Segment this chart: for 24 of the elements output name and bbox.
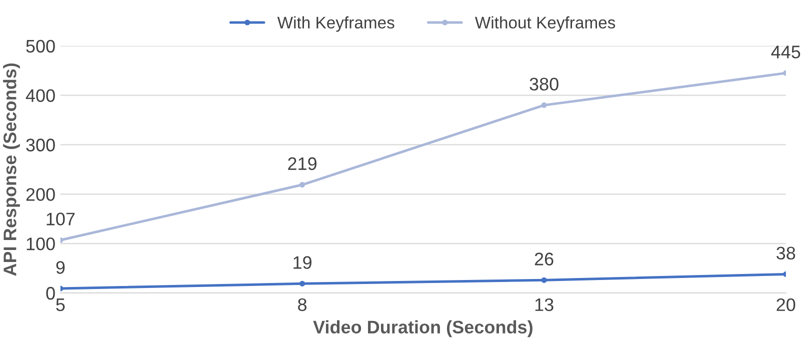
data-label: 38 xyxy=(776,246,796,260)
y-tick-label: 300 xyxy=(26,138,55,152)
y-tick-label: 100 xyxy=(26,238,55,250)
legend-label: With Keyframes xyxy=(277,16,394,32)
data-label: 380 xyxy=(530,78,558,91)
point xyxy=(541,102,547,108)
data-label: 107 xyxy=(46,212,75,226)
y-tick-label: 200 xyxy=(26,188,55,201)
x-tick-label: 20 xyxy=(776,298,796,312)
x-tick-label: 13 xyxy=(535,298,554,312)
point xyxy=(541,277,547,283)
x-axis-title: Video Duration (Seconds) xyxy=(313,320,532,338)
data-label: 19 xyxy=(294,256,312,269)
y-axis-title: API Response (Seconds) xyxy=(3,63,20,276)
data-label: 26 xyxy=(534,252,554,266)
x-tick-label: 5 xyxy=(56,298,65,312)
x-tick-label: 8 xyxy=(298,298,306,312)
data-label: 445 xyxy=(771,46,800,58)
y-tick-label: 400 xyxy=(26,89,55,102)
y-tick-label: 500 xyxy=(26,40,55,53)
legend-label: Without Keyframes xyxy=(474,16,616,32)
data-label: 219 xyxy=(288,157,316,170)
data-label: 9 xyxy=(56,261,65,274)
y-tick-label: 0 xyxy=(46,286,55,300)
